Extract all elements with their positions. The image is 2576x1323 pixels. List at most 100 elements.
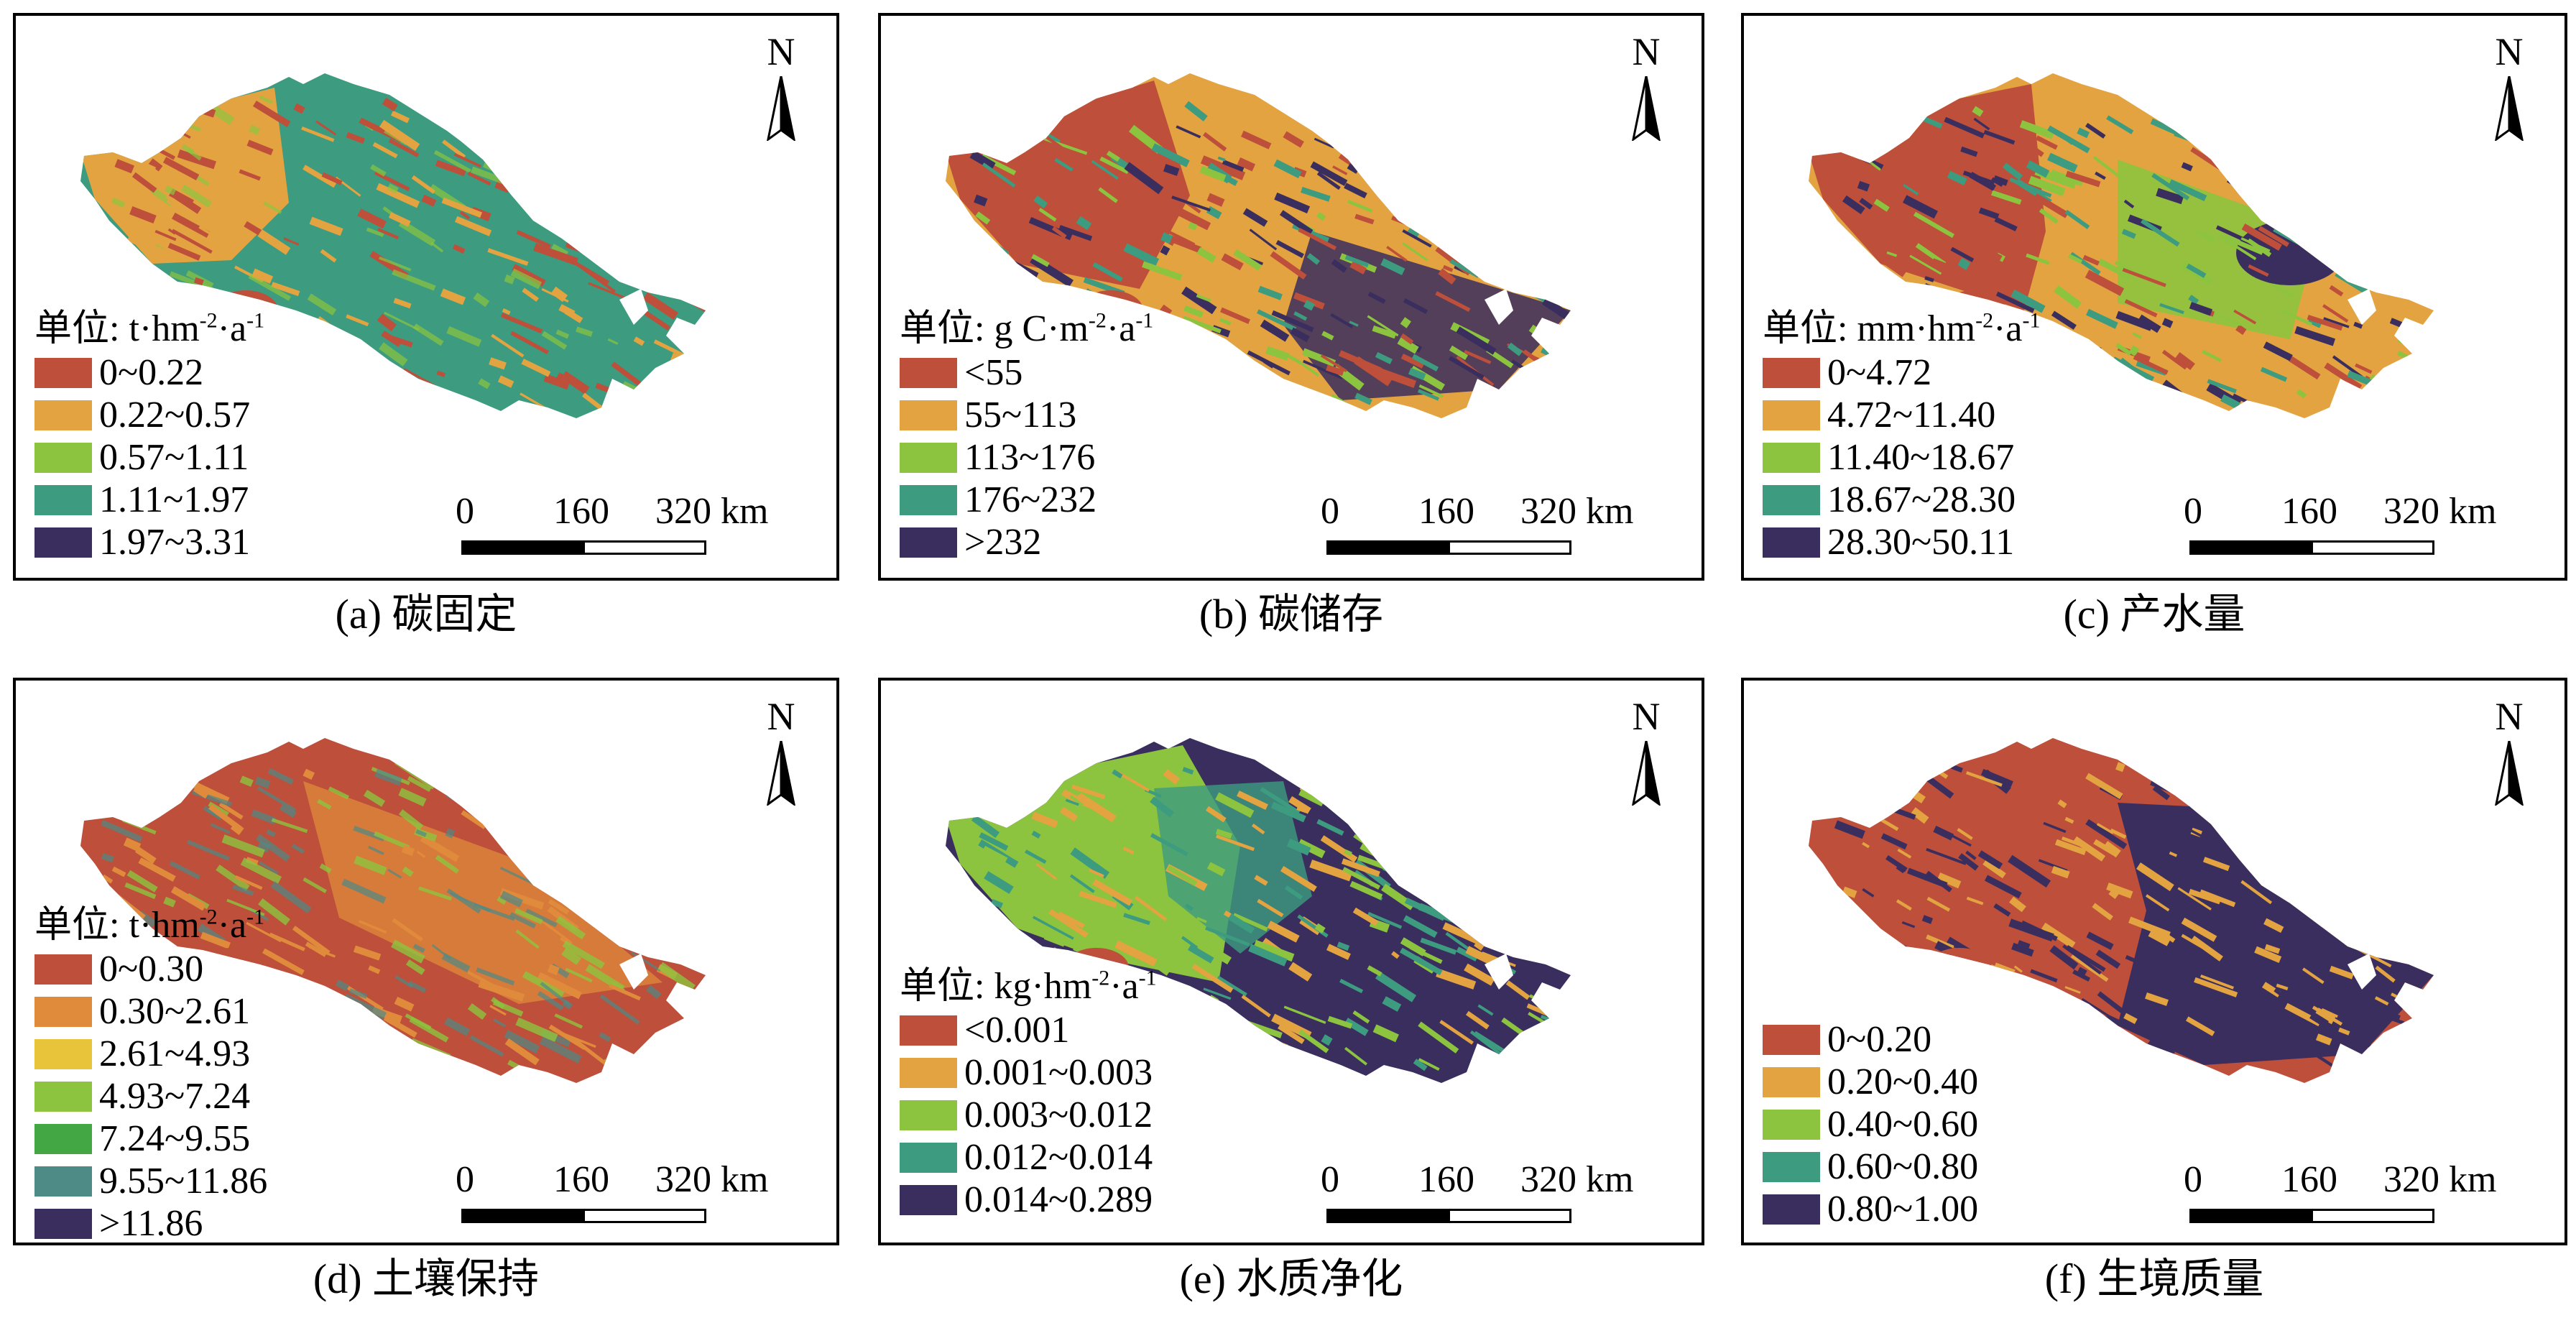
scale-tick-320: 320 km: [2383, 491, 2497, 532]
region-map: [80, 738, 706, 1083]
legend-item: 9.55~11.86: [34, 1160, 267, 1202]
scale-tick-320: 320 km: [655, 1159, 769, 1200]
scale-tick-160: 160: [2281, 491, 2337, 532]
unit-sup-1: -2: [1091, 966, 1110, 990]
legend: 单位: g C·m-2·a-1 <55 55~113 113~176 176~2…: [900, 307, 1153, 563]
legend-swatch: [1763, 357, 1820, 388]
scale-bar: 0 160 320 km: [2184, 1158, 2496, 1230]
legend-item: 0.014~0.289: [900, 1179, 1157, 1221]
unit-sup-1: -2: [1975, 308, 1994, 333]
panel-caption: (e) 水质净化: [1179, 1255, 1403, 1302]
unit-sup-2: -1: [1138, 966, 1157, 990]
legend-item: 0.20~0.40: [1763, 1061, 1978, 1103]
legend-label: 28.30~50.11: [1827, 522, 2015, 563]
legend-unit: 单位: kg·hm-2·a-1: [900, 964, 1157, 1009]
unit-prefix: 单位: t·hm: [34, 308, 200, 349]
north-label: N: [1632, 30, 1661, 73]
unit-prefix: 单位: t·hm: [34, 905, 200, 946]
map-panel-d: N 单位: t·hm-2·a-1 0~0.30 0.30~2.61 2.61~4…: [13, 678, 839, 1245]
scale-segment-black: [1326, 540, 1450, 555]
scale-segment-white: [1448, 1209, 1571, 1223]
scale-segment-white: [2311, 1209, 2434, 1223]
unit-sup-2: -1: [1135, 308, 1154, 333]
legend: 单位: mm·hm-2·a-1 0~4.72 4.72~11.40 11.40~…: [1763, 307, 2041, 563]
scale-tick-0: 0: [456, 1159, 474, 1200]
north-arrow-icon: [767, 76, 795, 141]
scale-tick-320: 320 km: [1520, 491, 1634, 532]
legend-swatch: [34, 357, 92, 388]
unit-mid: ·a: [1109, 966, 1139, 1007]
unit-prefix: 单位: mm·hm: [1763, 308, 1976, 349]
panel-caption: (d) 土壤保持: [313, 1255, 540, 1302]
panel-caption: (c) 产水量: [2063, 591, 2245, 637]
legend-swatch: [1763, 1066, 1820, 1097]
scale-tick-320: 320 km: [655, 491, 769, 532]
north-arrow: N: [1621, 30, 1671, 145]
region-map: [946, 738, 1571, 1083]
unit-mid: ·a: [217, 308, 247, 349]
legend-label: 0~0.22: [99, 352, 204, 393]
legend-label: 0.003~0.012: [964, 1094, 1153, 1135]
legend-swatch: [1763, 1151, 1820, 1182]
north-label: N: [767, 695, 795, 738]
north-arrow: N: [756, 30, 806, 145]
unit-sup-2: -1: [246, 308, 265, 333]
scale-tick-0: 0: [2184, 1159, 2202, 1200]
legend: 单位: kg·hm-2·a-1 <0.001 0.001~0.003 0.003…: [900, 964, 1157, 1221]
legend-item: 0~0.30: [34, 948, 267, 990]
scale-tick-0: 0: [1321, 491, 1339, 532]
legend-label: 0~0.30: [99, 949, 204, 990]
legend-item: 55~113: [900, 394, 1153, 436]
legend-label: 18.67~28.30: [1827, 479, 2016, 520]
legend-label: 0~4.72: [1827, 352, 1932, 393]
panel-caption: (f) 生境质量: [2044, 1255, 2264, 1302]
legend-item: 0.80~1.00: [1763, 1188, 1978, 1230]
north-arrow-icon: [1632, 76, 1661, 141]
legend-label: <55: [964, 352, 1023, 393]
unit-sup-1: -2: [1088, 308, 1107, 333]
scale-bar: 0 160 320 km: [456, 1158, 768, 1230]
scale-tick-0: 0: [456, 491, 474, 532]
legend-label: <0.001: [964, 1010, 1070, 1051]
legend-swatch: [34, 996, 92, 1027]
legend-label: 11.40~18.67: [1827, 437, 2015, 478]
legend-label: >11.86: [99, 1203, 203, 1244]
scale-tick-0: 0: [1321, 1159, 1339, 1200]
unit-sup-1: -2: [199, 308, 218, 333]
map-panel-e: N 单位: kg·hm-2·a-1 <0.001 0.001~0.003 0.0…: [878, 678, 1704, 1245]
scale-segment-white: [583, 540, 706, 555]
legend-swatch: [34, 1081, 92, 1112]
legend-label: >232: [964, 522, 1042, 563]
panel-caption: (a) 碳固定: [335, 591, 517, 637]
legend-label: 0.014~0.289: [964, 1179, 1153, 1220]
legend-item: 0.003~0.012: [900, 1094, 1157, 1136]
legend-item: <0.001: [900, 1009, 1157, 1051]
legend-item: 7.24~9.55: [34, 1117, 267, 1160]
legend-item: 2.61~4.93: [34, 1033, 267, 1075]
scale-bar: 0 160 320 km: [2184, 490, 2496, 562]
legend-label: 0~0.20: [1827, 1019, 1932, 1060]
north-arrow-icon: [2495, 76, 2524, 141]
scale-tick-160: 160: [1418, 1159, 1474, 1200]
legend-swatch: [900, 527, 957, 558]
legend-item: 0.012~0.014: [900, 1136, 1157, 1179]
map-panel-a: N 单位: t·hm-2·a-1 0~0.22 0.22~0.57 0.57~1…: [13, 13, 839, 581]
legend-label: 0.001~0.003: [964, 1052, 1153, 1093]
north-arrow-icon: [2495, 741, 2524, 806]
legend-item: 11.40~18.67: [1763, 436, 2041, 479]
scale-tick-160: 160: [1418, 491, 1474, 532]
legend-label: 0.22~0.57: [99, 395, 251, 435]
legend-unit: 单位: g C·m-2·a-1: [900, 307, 1153, 351]
scale-tick-160: 160: [553, 1159, 609, 1200]
legend-item: 0~4.72: [1763, 351, 2041, 394]
unit-sup-2: -1: [2022, 308, 2041, 333]
legend-label: 0.30~2.61: [99, 991, 251, 1032]
legend-swatch: [34, 954, 92, 985]
legend-label: 0.20~0.40: [1827, 1061, 1979, 1102]
scale-tick-160: 160: [2281, 1159, 2337, 1200]
north-arrow-icon: [767, 741, 795, 806]
map-panel-b: N 单位: g C·m-2·a-1 <55 55~113 113~176 176…: [878, 13, 1704, 581]
legend-label: 0.60~0.80: [1827, 1146, 1979, 1187]
legend-item: 1.11~1.97: [34, 479, 264, 521]
legend-item: 0.22~0.57: [34, 394, 264, 436]
